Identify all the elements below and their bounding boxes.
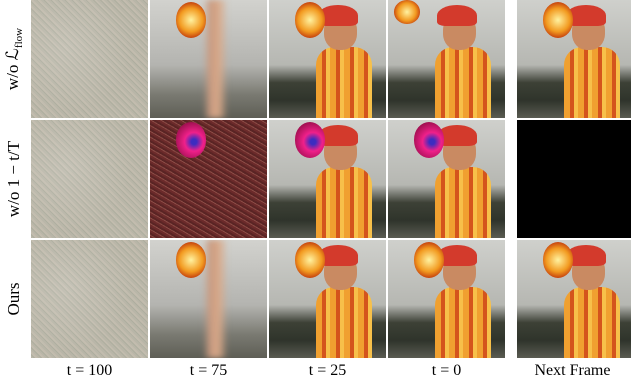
fire-object [414, 242, 444, 277]
fire-object [295, 122, 325, 157]
image-panel [517, 240, 631, 358]
image-panel [517, 120, 631, 238]
blurred-figure [203, 0, 229, 118]
image-panel [31, 240, 148, 358]
column-label: t = 0 [388, 362, 505, 380]
row-label: w/o ℒflow [0, 0, 28, 118]
cap [437, 5, 477, 26]
image-panel [31, 0, 148, 118]
image-panel [269, 0, 386, 118]
fire-object [295, 2, 325, 37]
image-panel [31, 120, 148, 238]
shirt [316, 47, 372, 118]
shirt [435, 167, 491, 238]
fire-object [176, 242, 206, 277]
shirt [564, 287, 620, 358]
row-label: w/o 1 − t/T [0, 120, 28, 238]
image-panel [150, 0, 267, 118]
row-label-text: w/o 1 − t/T [4, 141, 24, 217]
shirt [316, 167, 372, 238]
image-panel [269, 240, 386, 358]
fire-object [176, 122, 206, 157]
shirt [564, 47, 620, 118]
column-label: t = 75 [150, 362, 267, 380]
shirt [435, 287, 491, 358]
image-panel [388, 240, 505, 358]
column-label: Next Frame [514, 362, 631, 380]
fire-object [295, 242, 325, 277]
image-panel [150, 120, 267, 238]
image-panel [388, 0, 505, 118]
row-label: Ours [0, 240, 28, 358]
column-label: t = 25 [269, 362, 386, 380]
image-panel [269, 120, 386, 238]
row-label-subscript: flow [13, 28, 25, 48]
fire-object [414, 122, 444, 157]
fire-object [543, 2, 573, 37]
fire-object [394, 0, 420, 24]
shirt [435, 47, 491, 118]
row-label-text: Ours [4, 282, 24, 315]
image-panel [517, 0, 631, 118]
blurred-figure [203, 240, 229, 358]
row-label-text: w/o ℒ [3, 48, 22, 90]
column-label: t = 100 [31, 362, 148, 380]
image-panel [388, 120, 505, 238]
fire-object [176, 2, 206, 37]
image-panel [150, 240, 267, 358]
fire-object [543, 242, 573, 277]
shirt [316, 287, 372, 358]
figure: w/o ℒflow w/o 1 − t/T Ours t = 100 t = 7… [0, 0, 631, 385]
